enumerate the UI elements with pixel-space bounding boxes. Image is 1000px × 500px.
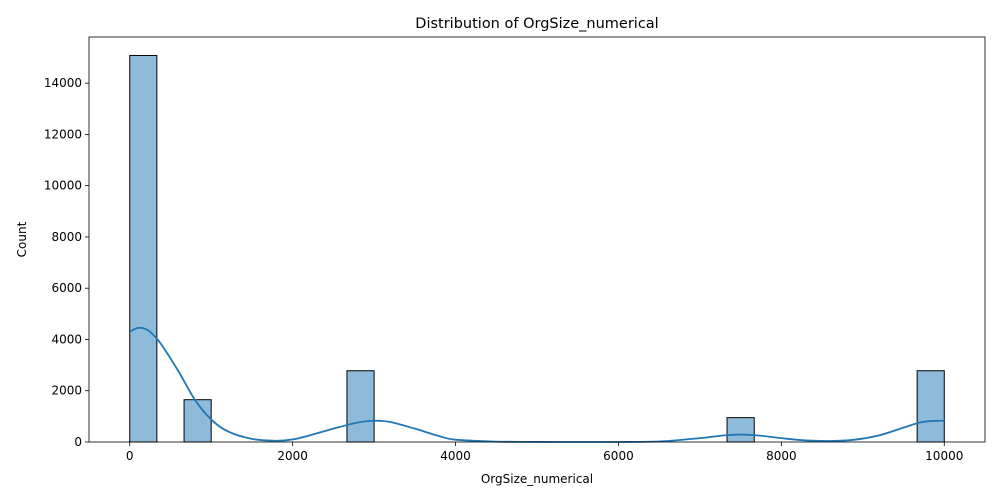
y-tick-label: 2000 (51, 384, 82, 398)
x-tick-label: 0 (126, 449, 134, 463)
x-axis-ticks: 0 2000 4000 6000 8000 10000 (126, 442, 963, 463)
y-tick-label: 10000 (44, 179, 82, 193)
y-axis-label: Count (15, 221, 29, 257)
x-tick-label: 4000 (440, 449, 471, 463)
y-tick-label: 6000 (51, 281, 82, 295)
y-tick-label: 0 (74, 435, 82, 449)
x-tick-label: 10000 (925, 449, 963, 463)
x-axis-label: OrgSize_numerical (481, 472, 593, 486)
chart-title: Distribution of OrgSize_numerical (415, 16, 658, 32)
y-tick-label: 8000 (51, 230, 82, 244)
histogram-bar (129, 54, 158, 443)
x-tick-label: 8000 (766, 449, 797, 463)
y-axis-ticks: 0 2000 4000 6000 8000 10000 12000 14000 (44, 76, 89, 449)
histogram-bar (346, 370, 375, 443)
kde-line (129, 326, 945, 443)
y-tick-label: 14000 (44, 76, 82, 90)
histogram-bar (726, 417, 755, 443)
histogram-bar (183, 399, 212, 443)
x-tick-label: 2000 (277, 449, 308, 463)
y-tick-label: 12000 (44, 127, 82, 141)
histogram-bar (916, 370, 945, 443)
y-tick-label: 4000 (51, 332, 82, 346)
bars-group (129, 54, 945, 443)
plot-frame (88, 36, 986, 443)
x-tick-label: 6000 (603, 449, 634, 463)
